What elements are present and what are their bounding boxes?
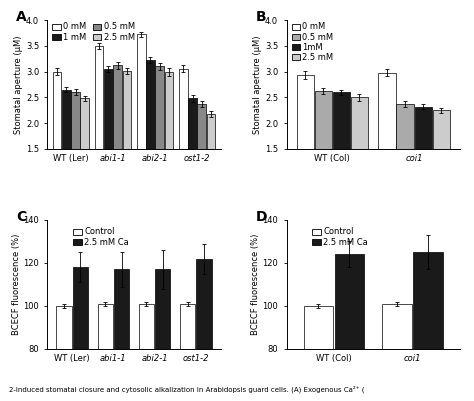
Y-axis label: Stomatal aperture (μM): Stomatal aperture (μM)	[14, 35, 23, 134]
Bar	[196, 259, 211, 401]
Bar	[188, 99, 197, 227]
Bar	[396, 103, 414, 227]
Bar	[180, 304, 195, 401]
Bar	[164, 72, 173, 227]
Bar	[155, 269, 171, 401]
Bar	[378, 73, 396, 227]
Legend: 0 mM, 1 mM, 0.5 mM, 2.5 mM: 0 mM, 1 mM, 0.5 mM, 2.5 mM	[52, 22, 136, 43]
Y-axis label: BCECF fluorescence (%): BCECF fluorescence (%)	[251, 234, 260, 335]
Bar	[122, 71, 131, 227]
Bar	[351, 97, 368, 227]
Bar	[179, 69, 188, 227]
Bar	[139, 304, 154, 401]
Bar	[146, 60, 155, 227]
Text: A: A	[16, 10, 27, 24]
Bar	[297, 75, 314, 227]
Bar	[56, 306, 72, 401]
Legend: 0 mM, 0.5 mM, 1mM, 2.5 mM: 0 mM, 0.5 mM, 1mM, 2.5 mM	[291, 22, 334, 63]
Bar	[104, 69, 113, 227]
Bar	[413, 252, 443, 401]
Y-axis label: Stomatal aperture (μM): Stomatal aperture (μM)	[253, 35, 262, 134]
Bar	[114, 269, 129, 401]
Bar	[95, 46, 103, 227]
Bar	[304, 306, 333, 401]
Bar	[333, 92, 350, 227]
Bar	[71, 92, 80, 227]
Bar	[315, 91, 332, 227]
Legend: Control, 2.5 mM Ca: Control, 2.5 mM Ca	[311, 227, 369, 247]
Bar	[62, 90, 71, 227]
Bar	[414, 107, 432, 227]
Y-axis label: BCECF fluorescence (%): BCECF fluorescence (%)	[11, 234, 20, 335]
Bar	[137, 34, 146, 227]
Bar	[155, 67, 164, 227]
Bar	[197, 103, 206, 227]
Text: C: C	[16, 210, 27, 224]
Bar	[207, 114, 216, 227]
Text: B: B	[255, 10, 266, 24]
Bar	[53, 72, 62, 227]
Bar	[81, 99, 89, 227]
Bar	[98, 304, 113, 401]
Text: D: D	[255, 210, 267, 224]
Bar	[113, 65, 122, 227]
Text: 2-induced stomatal closure and cytosolic alkalization in Arabidopsis guard cells: 2-induced stomatal closure and cytosolic…	[9, 385, 365, 393]
Bar	[335, 254, 364, 401]
Bar	[73, 267, 88, 401]
Legend: Control, 2.5 mM Ca: Control, 2.5 mM Ca	[73, 227, 129, 247]
Bar	[382, 304, 411, 401]
Bar	[433, 110, 450, 227]
